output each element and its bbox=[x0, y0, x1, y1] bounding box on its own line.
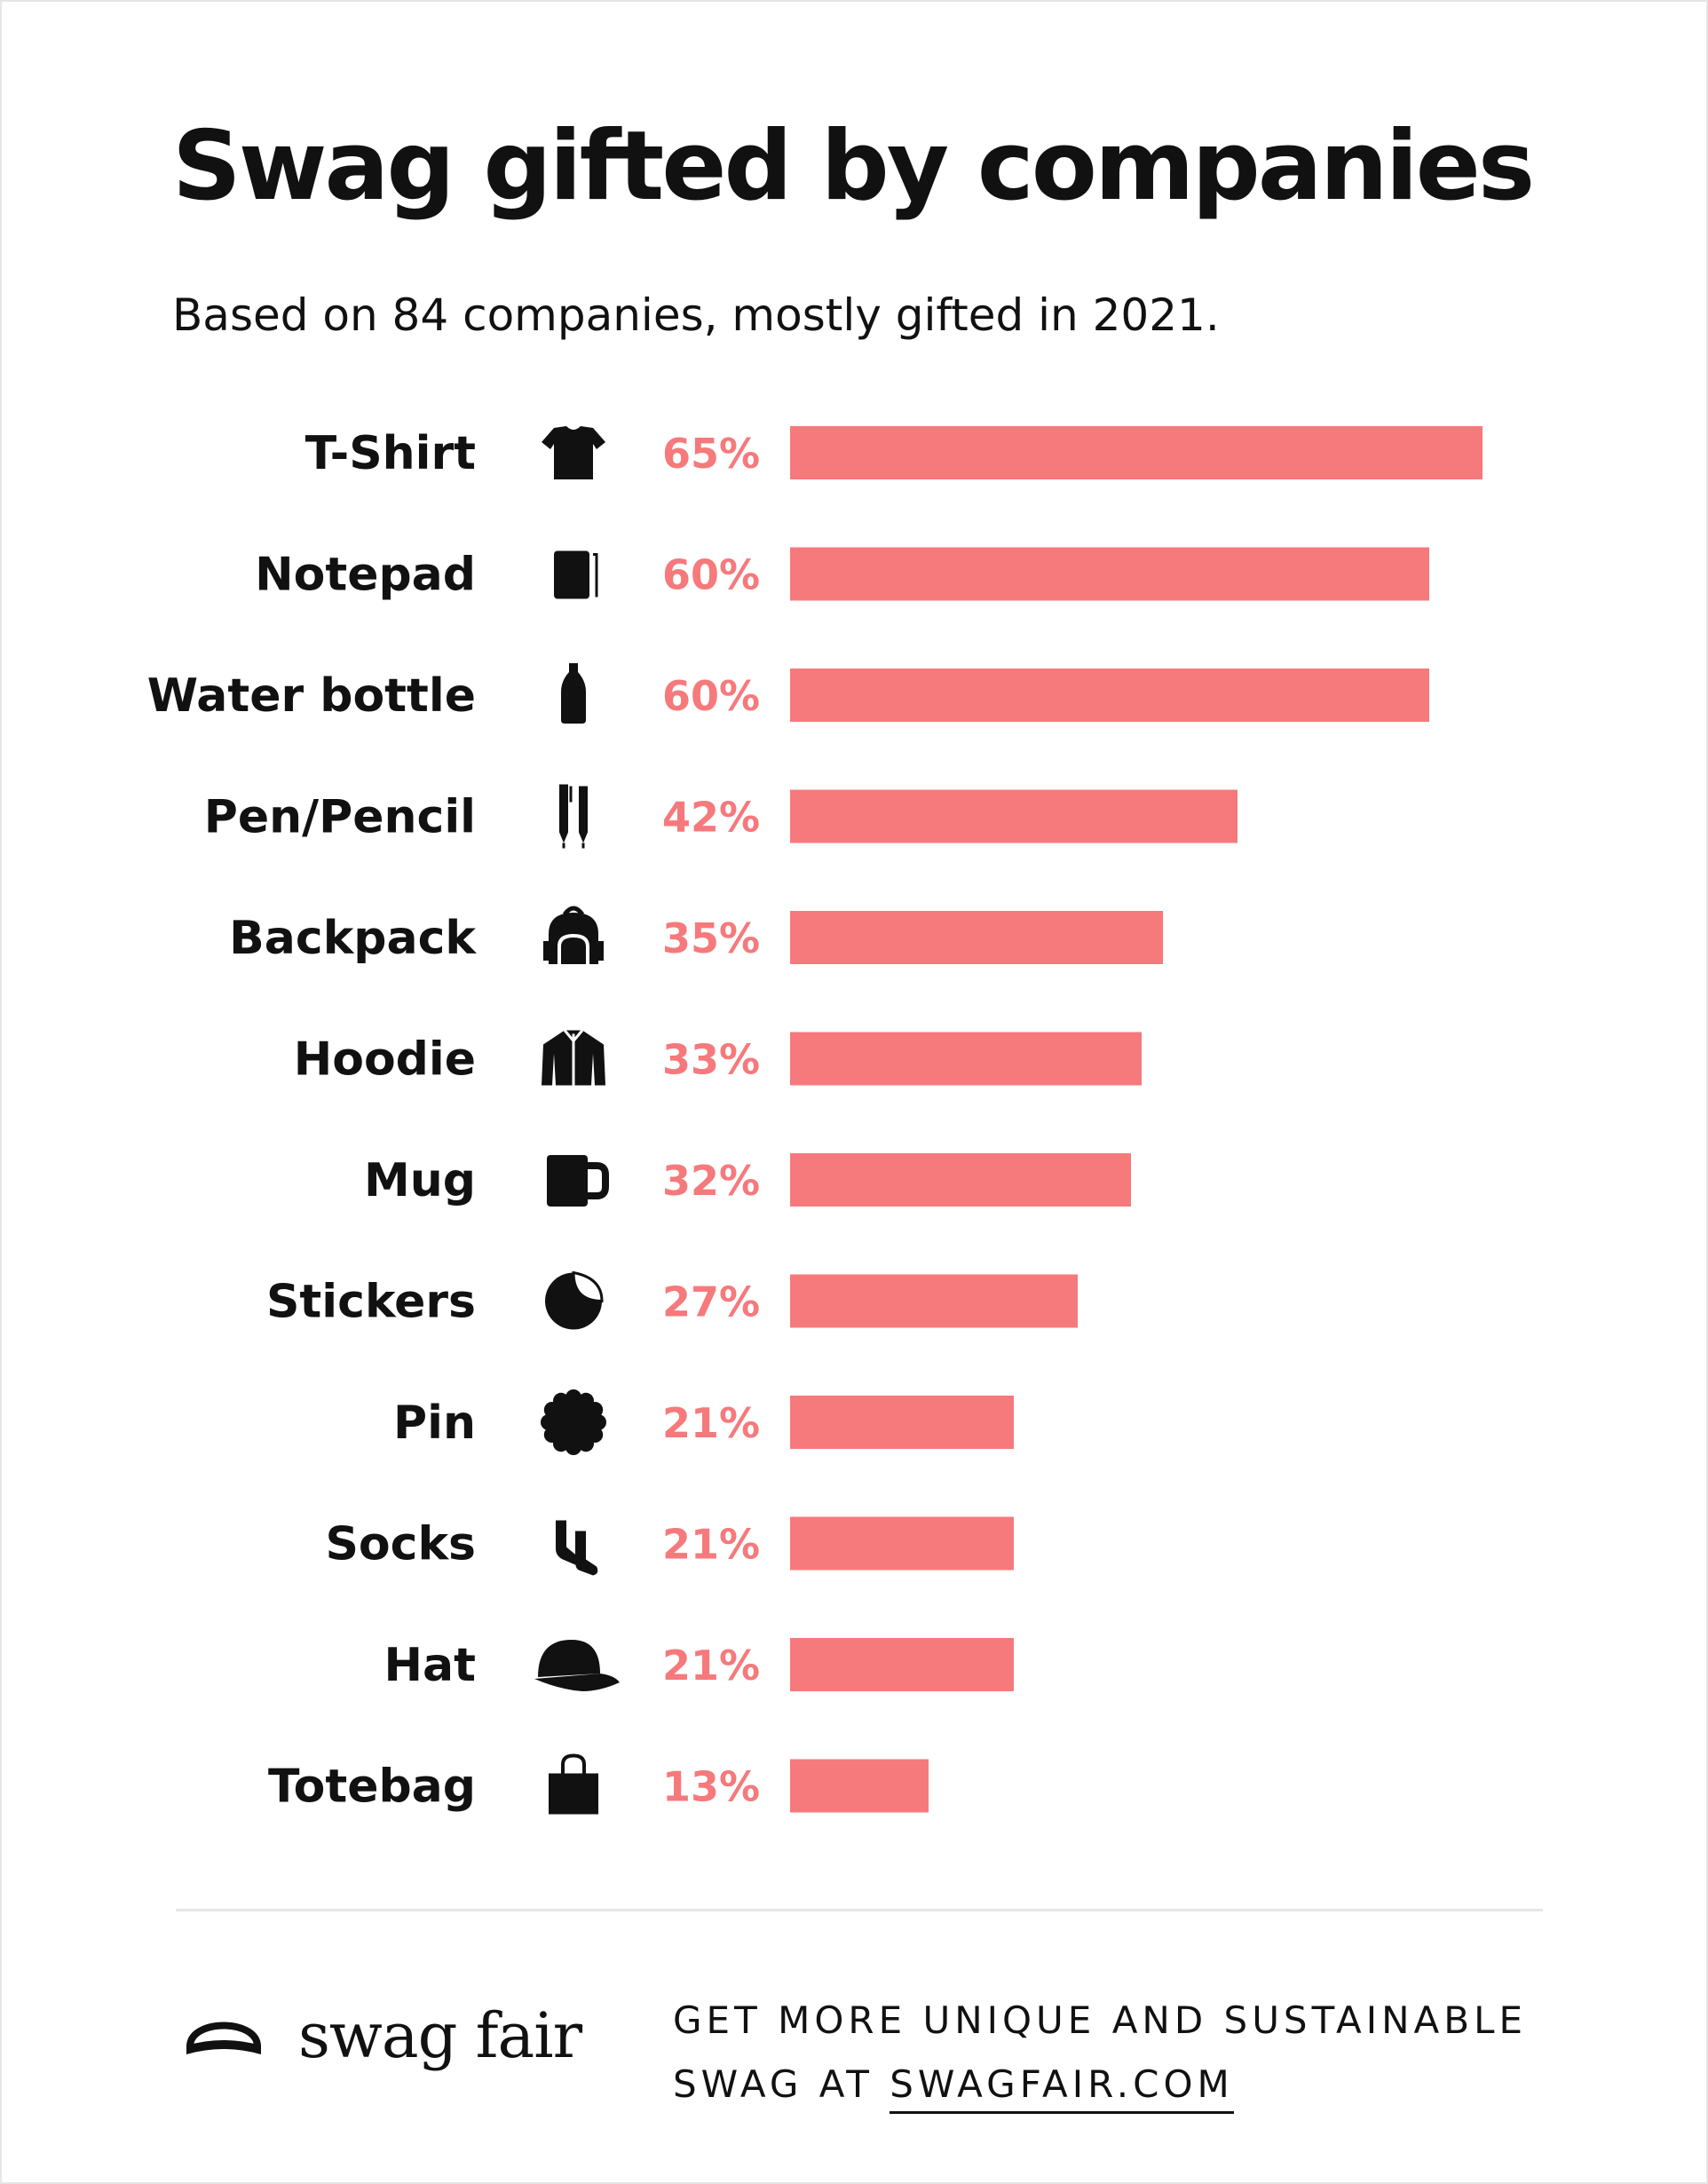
cta-prefix: SWAG AT bbox=[673, 2062, 890, 2106]
value-label: 21% bbox=[662, 1399, 760, 1447]
value-label: 21% bbox=[662, 1521, 760, 1569]
footer-cta: GET MORE UNIQUE AND SUSTAINABLE SWAG AT … bbox=[673, 1989, 1527, 2117]
cta-line-1: GET MORE UNIQUE AND SUSTAINABLE bbox=[673, 1998, 1528, 2042]
bar bbox=[790, 911, 1163, 964]
category-label: Hat bbox=[384, 1639, 476, 1692]
logo-text: swag fair bbox=[298, 1999, 582, 2072]
mug-icon bbox=[547, 1155, 609, 1207]
chart-subtitle: Based on 84 companies, mostly gifted in … bbox=[172, 289, 1220, 341]
value-label: 35% bbox=[662, 914, 760, 962]
value-label: 65% bbox=[662, 430, 760, 478]
bar bbox=[790, 1274, 1078, 1328]
bar bbox=[790, 1153, 1131, 1207]
value-label: 21% bbox=[662, 1642, 760, 1689]
bar bbox=[790, 1396, 1014, 1449]
category-label: Mug bbox=[364, 1154, 476, 1207]
category-label: Hoodie bbox=[294, 1033, 476, 1087]
category-label: T-Shirt bbox=[305, 427, 476, 480]
socks-icon bbox=[556, 1520, 598, 1576]
category-label: Backpack bbox=[229, 912, 477, 965]
bar bbox=[790, 789, 1238, 843]
category-label: Pin bbox=[393, 1397, 476, 1450]
divider bbox=[176, 1909, 1543, 1911]
cta-line-2: SWAG AT SWAGFAIR.COM bbox=[673, 2053, 1527, 2117]
category-label: Totebag bbox=[268, 1761, 476, 1814]
value-label: 60% bbox=[662, 672, 760, 720]
tshirt-icon bbox=[542, 426, 605, 479]
bar bbox=[790, 1032, 1142, 1086]
stickers-icon bbox=[545, 1270, 604, 1330]
bar-chart: T-Shirt 65% Notepad 60% Water bottle 60% Pen/P… bbox=[147, 426, 1483, 1815]
category-label: Stickers bbox=[266, 1276, 476, 1329]
value-label: 32% bbox=[662, 1157, 760, 1205]
category-label: Water bottle bbox=[147, 669, 476, 723]
category-label: Socks bbox=[325, 1518, 476, 1571]
category-label: Pen/Pencil bbox=[204, 791, 476, 844]
swag-fair-logo-icon bbox=[186, 2022, 261, 2054]
category-label: Notepad bbox=[255, 549, 476, 602]
value-label: 33% bbox=[662, 1036, 760, 1084]
bar bbox=[790, 1759, 929, 1813]
chart-title: Swag gifted by companies bbox=[172, 111, 1535, 222]
value-label: 27% bbox=[662, 1278, 760, 1326]
bar bbox=[790, 1638, 1014, 1691]
notepad-icon bbox=[554, 550, 598, 599]
bar bbox=[790, 426, 1483, 479]
value-label: 13% bbox=[662, 1763, 760, 1811]
bar bbox=[790, 1516, 1014, 1571]
hoodie-icon bbox=[542, 1029, 605, 1086]
hat-icon bbox=[534, 1640, 620, 1691]
value-label: 60% bbox=[662, 551, 760, 599]
pin-icon bbox=[541, 1389, 606, 1455]
swagfair-link[interactable]: SWAGFAIR.COM bbox=[890, 2062, 1234, 2114]
bar bbox=[790, 669, 1429, 722]
totebag-icon bbox=[549, 1753, 598, 1815]
bar bbox=[790, 547, 1429, 601]
value-label: 42% bbox=[662, 794, 760, 842]
pen-pencil-icon bbox=[559, 784, 588, 849]
water-bottle-icon bbox=[561, 663, 586, 724]
backpack-icon bbox=[543, 906, 604, 964]
